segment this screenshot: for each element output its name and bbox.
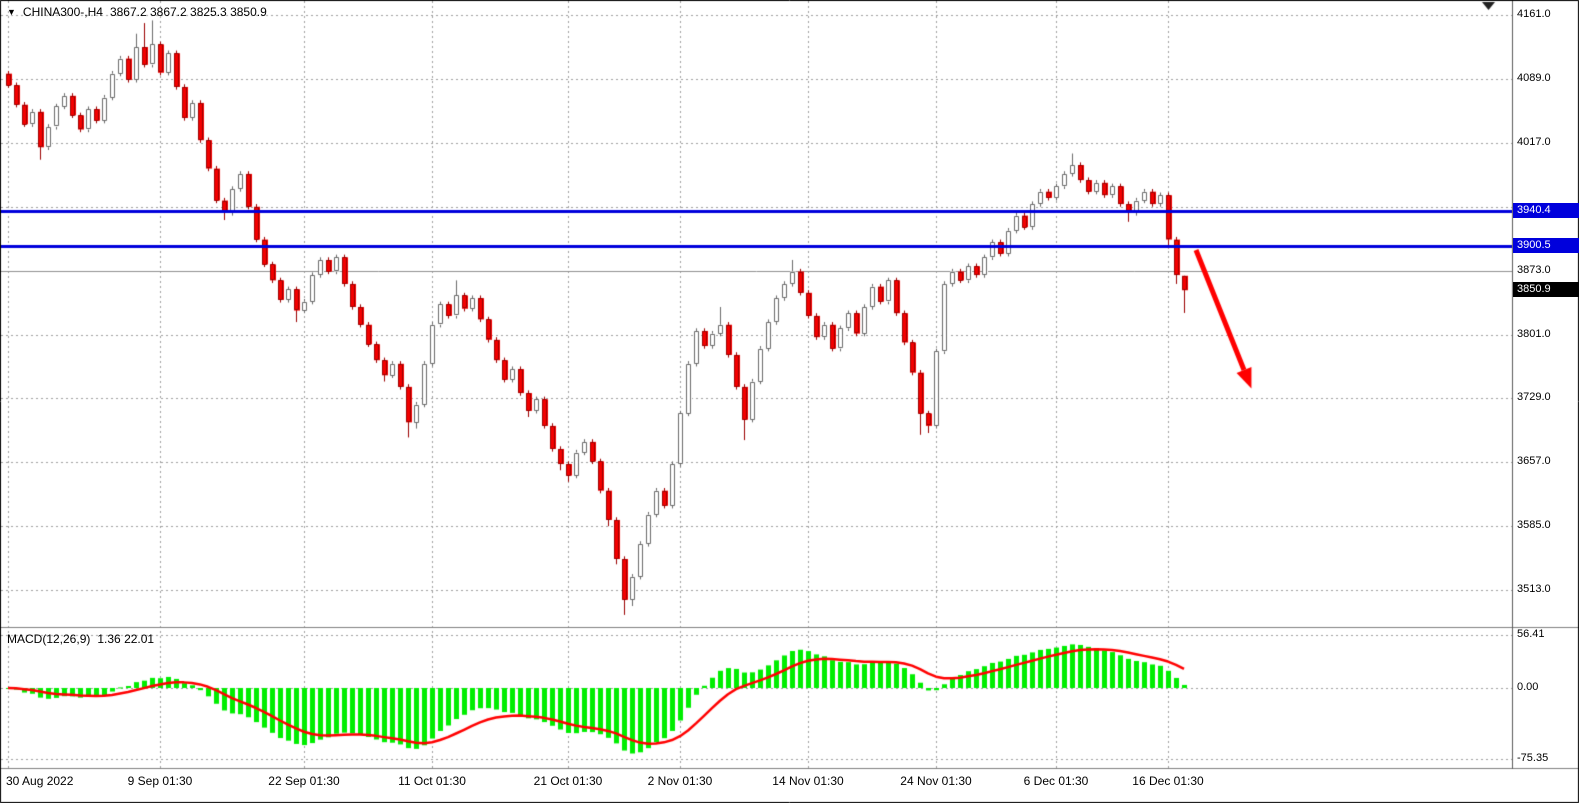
macd-header: MACD(12,26,9) 1.36 22.01 bbox=[7, 632, 154, 646]
macd-label: MACD(12,26,9) bbox=[7, 632, 91, 646]
macd-values-label: 1.36 22.01 bbox=[97, 632, 155, 646]
ohlc-values-label: 3867.2 3867.2 3825.3 3850.9 bbox=[109, 5, 267, 19]
symbol-timeframe-label: CHINA300-,H4 bbox=[22, 5, 103, 19]
one-click-trading-icon[interactable]: ▼ bbox=[7, 7, 16, 17]
chart-header: ▼ CHINA300-,H4 3867.2 3867.2 3825.3 3850… bbox=[7, 5, 267, 19]
